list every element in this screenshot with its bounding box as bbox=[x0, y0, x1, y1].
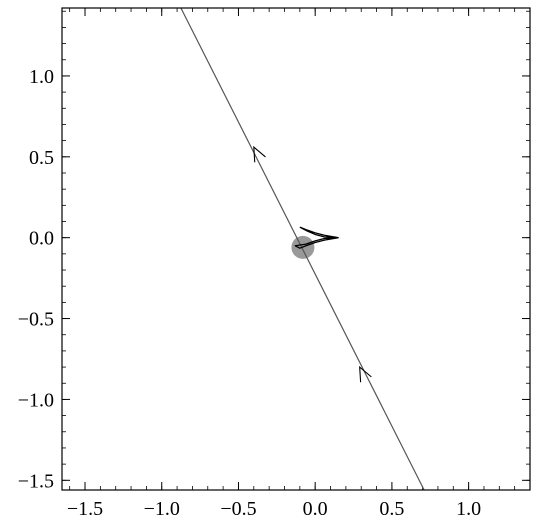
x-tick-label: −0.5 bbox=[220, 498, 256, 520]
y-tick-label: 0.5 bbox=[29, 147, 54, 169]
x-tick-label: 1.0 bbox=[456, 498, 481, 520]
major-ticks bbox=[62, 8, 530, 490]
tick-labels: −1.5 −1.0 −0.5 0.0 0.5 1.0 1.0 0.5 0.0 −0.5 −1.0 −1… bbox=[18, 66, 481, 520]
caustic-curve bbox=[294, 226, 339, 249]
plot-frame bbox=[61, 7, 531, 491]
y-tick-label: −1.5 bbox=[18, 470, 54, 492]
y-tick-label: 0.0 bbox=[29, 228, 54, 250]
marks bbox=[180, 7, 425, 491]
direction-arrow bbox=[253, 145, 266, 163]
x-tick-label: 0.0 bbox=[303, 498, 328, 520]
ray-line bbox=[180, 7, 425, 491]
direction-arrow bbox=[359, 365, 372, 383]
y-tick-label: −0.5 bbox=[18, 309, 54, 331]
y-tick-label: −1.0 bbox=[18, 389, 54, 411]
x-tick-label: 0.5 bbox=[379, 498, 404, 520]
y-tick-label: 1.0 bbox=[29, 66, 54, 88]
x-tick-label: −1.0 bbox=[144, 498, 180, 520]
x-tick-label: −1.5 bbox=[67, 498, 103, 520]
